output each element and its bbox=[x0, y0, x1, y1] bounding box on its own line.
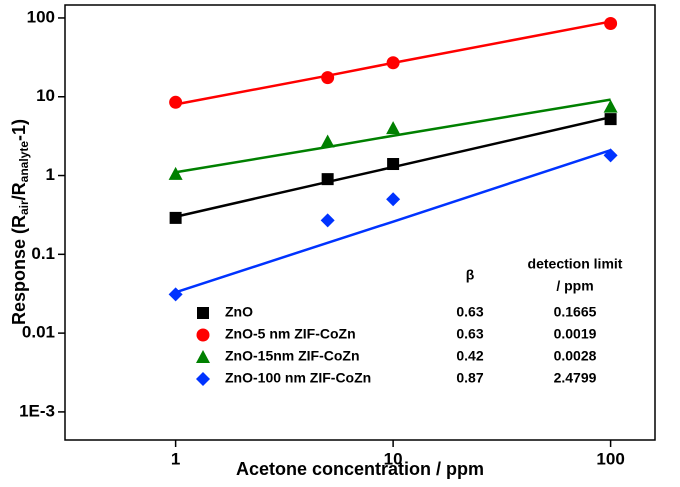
y-tick-label: 0.01 bbox=[22, 323, 55, 342]
data-point bbox=[603, 99, 618, 113]
y-tick-label: 100 bbox=[27, 7, 55, 26]
data-point bbox=[320, 134, 335, 148]
y-title-sub: analyte bbox=[17, 141, 31, 183]
data-point bbox=[386, 56, 400, 70]
data-point bbox=[168, 287, 183, 302]
data-point bbox=[168, 166, 183, 180]
legend-label: ZnO bbox=[225, 304, 253, 320]
y-axis-title: Response (Rair/Ranalyte-1) bbox=[9, 119, 31, 325]
x-axis-title: Acetone concentration / ppm bbox=[236, 459, 484, 479]
beta-value: 0.63 bbox=[456, 304, 483, 320]
data-point bbox=[321, 71, 335, 85]
beta-value: 0.42 bbox=[456, 348, 483, 364]
y-tick-label: 1 bbox=[46, 165, 55, 184]
data-point bbox=[604, 113, 617, 126]
data-point bbox=[387, 158, 400, 171]
data-point bbox=[386, 192, 401, 207]
detection-limit: 0.1665 bbox=[554, 304, 597, 320]
beta-value: 0.87 bbox=[456, 370, 483, 386]
x-tick-label: 100 bbox=[596, 449, 624, 468]
legend-label: ZnO-5 nm ZIF-CoZn bbox=[225, 326, 356, 342]
limit-header: detection limit bbox=[528, 256, 623, 272]
y-tick-label: 1E-3 bbox=[19, 401, 55, 420]
beta-value: 0.63 bbox=[456, 326, 483, 342]
data-point bbox=[321, 173, 334, 186]
x-tick-label: 1 bbox=[171, 449, 180, 468]
fit-line bbox=[175, 148, 611, 294]
y-tick-label: 0.1 bbox=[31, 244, 55, 263]
legend-marker bbox=[196, 372, 210, 386]
data-point bbox=[386, 121, 401, 135]
data-point bbox=[169, 95, 183, 109]
legend-marker bbox=[196, 328, 210, 342]
legend-label: ZnO-100 nm ZIF-CoZn bbox=[225, 370, 371, 386]
detection-limit: 0.0028 bbox=[554, 348, 597, 364]
y-title-sub: air bbox=[17, 200, 31, 215]
fit-line bbox=[175, 98, 611, 174]
plot-frame bbox=[64, 4, 656, 441]
legend-label: ZnO-15nm ZIF-CoZn bbox=[225, 348, 360, 364]
y-tick-label: 10 bbox=[36, 86, 55, 105]
y-title-part: Response (R bbox=[9, 215, 29, 325]
detection-limit: 2.4799 bbox=[554, 370, 597, 386]
fit-line bbox=[175, 115, 611, 218]
legend-marker bbox=[196, 350, 210, 363]
data-point bbox=[604, 17, 618, 31]
data-point bbox=[169, 211, 182, 224]
legend-marker bbox=[197, 307, 209, 319]
y-title-part: -1) bbox=[9, 119, 29, 141]
data-point bbox=[603, 148, 618, 163]
x-tick-label: 10 bbox=[384, 449, 403, 468]
detection-limit: 0.0019 bbox=[554, 326, 597, 342]
beta-header: β bbox=[466, 267, 475, 283]
data-point bbox=[320, 213, 335, 228]
fit-line bbox=[175, 20, 611, 106]
y-title-part: /R bbox=[9, 182, 29, 200]
limit-header: / ppm bbox=[556, 278, 593, 294]
